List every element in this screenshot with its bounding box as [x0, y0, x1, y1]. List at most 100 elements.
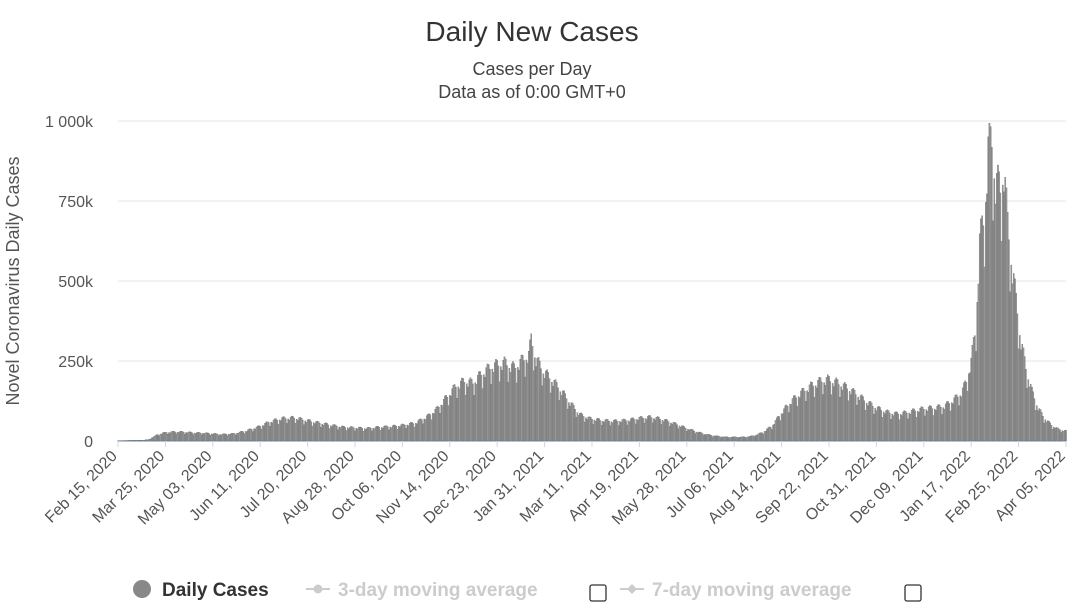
- bar: [497, 365, 500, 442]
- y-tick-label: 250k: [58, 354, 94, 371]
- bar: [221, 433, 224, 442]
- bar: [346, 427, 349, 442]
- bar: [523, 360, 525, 442]
- bar: [981, 215, 983, 442]
- bar: [731, 437, 733, 442]
- bar: [856, 405, 858, 442]
- bar: [131, 440, 134, 442]
- bar: [1037, 410, 1039, 442]
- bar: [224, 433, 226, 442]
- bar: [987, 136, 989, 442]
- bar: [515, 382, 518, 442]
- bar: [789, 403, 791, 442]
- bar: [799, 397, 801, 442]
- bar: [455, 387, 457, 442]
- bar: [260, 428, 263, 442]
- bar: [1017, 348, 1020, 442]
- bar: [381, 427, 383, 442]
- bar: [233, 433, 236, 442]
- bar: [1054, 428, 1056, 442]
- bar: [656, 416, 659, 442]
- bar: [249, 428, 252, 442]
- bar: [216, 434, 219, 442]
- bar: [274, 418, 276, 442]
- bar: [379, 430, 382, 442]
- bar: [480, 375, 483, 442]
- bar: [447, 405, 450, 442]
- bar: [892, 415, 895, 442]
- bar: [133, 440, 135, 442]
- bar: [743, 436, 745, 442]
- bar: [665, 418, 667, 442]
- bar: [528, 351, 530, 442]
- bar: [679, 427, 682, 442]
- bar: [898, 419, 901, 442]
- bar: [1050, 425, 1053, 442]
- bar: [190, 431, 192, 442]
- bar: [690, 429, 693, 442]
- checkbox-7-day-moving-average[interactable]: [904, 584, 922, 602]
- bar: [890, 419, 892, 442]
- bar: [796, 406, 799, 442]
- bar: [254, 428, 257, 442]
- bar: [205, 432, 208, 442]
- bar: [780, 413, 783, 442]
- bar: [162, 432, 164, 442]
- bar: [705, 434, 707, 442]
- bar: [1059, 429, 1061, 442]
- bar: [485, 367, 487, 442]
- bar: [244, 431, 247, 442]
- bar: [991, 147, 993, 442]
- bar: [779, 420, 782, 442]
- bar: [391, 425, 394, 442]
- checkbox-3-day-moving-average[interactable]: [589, 584, 607, 602]
- bar: [232, 433, 235, 442]
- bar: [554, 379, 557, 442]
- bar: [299, 417, 302, 442]
- bar: [879, 407, 881, 442]
- legend-item-daily-cases[interactable]: Daily Cases: [133, 580, 269, 601]
- bar: [1013, 273, 1015, 442]
- bar: [377, 426, 379, 442]
- bar: [752, 435, 755, 442]
- bar: [466, 383, 468, 442]
- bar: [408, 423, 411, 442]
- bar: [585, 417, 587, 442]
- bar: [433, 413, 435, 442]
- bar: [1039, 409, 1042, 442]
- bar: [953, 397, 955, 442]
- bar: [314, 423, 316, 442]
- bar: [242, 431, 244, 442]
- bar: [265, 421, 268, 442]
- bar: [667, 421, 670, 442]
- bar: [697, 432, 699, 442]
- bar: [445, 395, 447, 442]
- bar: [865, 403, 868, 442]
- bar: [693, 430, 695, 442]
- bar: [1003, 191, 1005, 442]
- bar: [179, 431, 181, 442]
- bar: [709, 434, 711, 442]
- bar: [607, 419, 609, 442]
- bar: [845, 383, 847, 442]
- bar: [778, 416, 780, 442]
- bar: [891, 413, 893, 442]
- legend-item-3-day-moving-average[interactable]: 3-day moving average: [306, 580, 538, 601]
- bar: [728, 437, 731, 442]
- bar: [565, 398, 568, 442]
- bar: [1049, 422, 1051, 442]
- bar: [158, 435, 161, 442]
- legend-item-7-day-moving-average[interactable]: 7-day moving average: [620, 580, 852, 601]
- bar: [835, 377, 838, 442]
- bar: [571, 402, 574, 442]
- bar: [819, 377, 822, 442]
- bar: [969, 372, 971, 442]
- bar: [676, 424, 678, 442]
- chart-subtitle-line-1: Cases per Day: [472, 59, 591, 79]
- bar: [978, 233, 981, 442]
- bar: [165, 432, 168, 442]
- bar: [258, 425, 260, 442]
- bar: [735, 436, 738, 442]
- bar: [196, 432, 198, 442]
- bar: [169, 432, 171, 442]
